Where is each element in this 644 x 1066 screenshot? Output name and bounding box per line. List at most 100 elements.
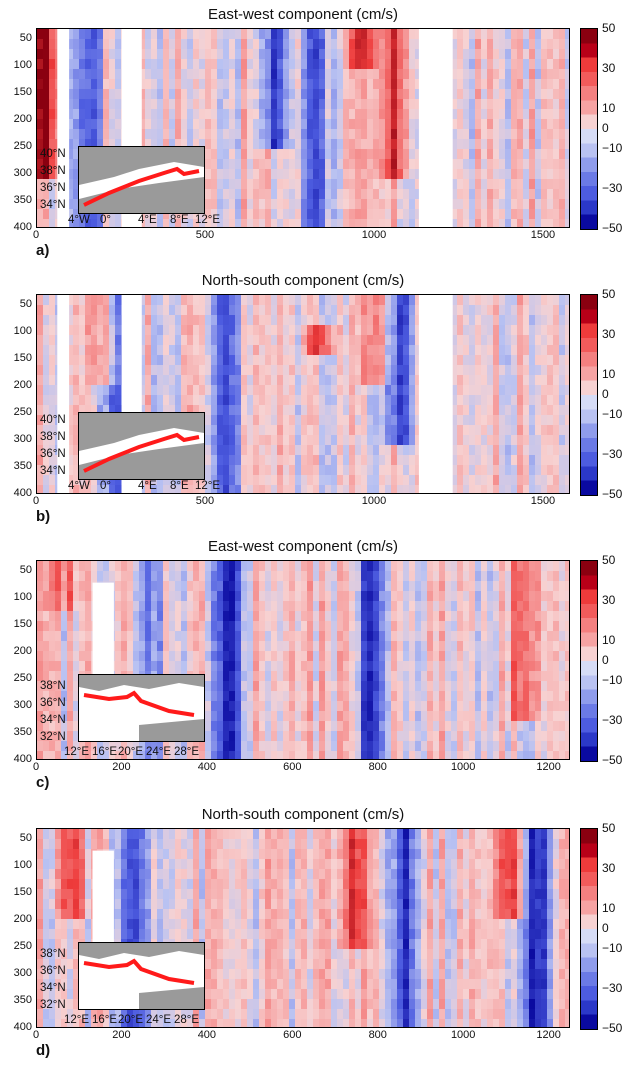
heatmap-cell (103, 109, 110, 120)
heatmap-cell (145, 129, 152, 140)
heatmap-cell (547, 395, 554, 406)
heatmap-cell (217, 159, 224, 170)
heatmap-cell (409, 415, 416, 426)
heatmap-cell (133, 621, 140, 632)
heatmap-cell (373, 209, 380, 220)
heatmap-cell (157, 571, 164, 582)
heatmap-cell (295, 335, 302, 346)
heatmap-cell (397, 721, 404, 732)
heatmap-cell (259, 315, 266, 326)
heatmap-cell (223, 631, 230, 642)
heatmap-cell (85, 395, 92, 406)
heatmap-cell (247, 611, 254, 622)
heatmap-cell (415, 561, 422, 572)
heatmap-cell (121, 651, 128, 662)
heatmap-cell (181, 661, 188, 672)
heatmap-cell (397, 79, 404, 90)
heatmap-cell (79, 29, 86, 40)
heatmap-cell (307, 731, 314, 742)
heatmap-cell (247, 631, 254, 642)
heatmap-cell (337, 435, 344, 446)
heatmap-cell (217, 711, 224, 722)
heatmap-cell (259, 119, 266, 130)
heatmap-cell (139, 561, 146, 572)
heatmap-cell (145, 631, 152, 642)
heatmap-cell (211, 169, 218, 180)
heatmap-cell (265, 711, 272, 722)
heatmap-cell (403, 355, 410, 366)
heatmap-cell (559, 219, 566, 228)
heatmap-cell (265, 671, 272, 682)
heatmap-cell (289, 69, 296, 80)
heatmap-cell (295, 751, 302, 760)
heatmap-cell (247, 295, 254, 306)
heatmap-cell (235, 29, 242, 40)
heatmap-cell (205, 79, 212, 90)
heatmap-cell (427, 641, 434, 652)
heatmap-cell (193, 325, 200, 336)
heatmap-cell (223, 651, 230, 662)
heatmap-cell (307, 345, 314, 356)
heatmap-cell (493, 295, 500, 306)
heatmap-cell (157, 79, 164, 90)
heatmap-cell (181, 69, 188, 80)
heatmap-cell (403, 651, 410, 662)
heatmap-cell (193, 375, 200, 386)
heatmap-cell (523, 89, 530, 100)
heatmap-cell (349, 681, 356, 692)
heatmap-cell (97, 129, 104, 140)
heatmap-cell (421, 561, 428, 572)
heatmap-cell (253, 721, 260, 732)
heatmap-cell (217, 365, 224, 376)
heatmap-cell (235, 159, 242, 170)
heatmap-cell (499, 455, 506, 466)
heatmap-cell (367, 365, 374, 376)
heatmap-cell (199, 355, 206, 366)
heatmap-cell (241, 39, 248, 50)
heatmap-cell (223, 671, 230, 682)
heatmap-cell (307, 315, 314, 326)
heatmap-cell (331, 89, 338, 100)
heatmap-cell (151, 59, 158, 70)
heatmap-cell (223, 701, 230, 712)
heatmap-cell (397, 571, 404, 582)
heatmap-cell (211, 661, 218, 672)
heatmap-cell (151, 99, 158, 110)
heatmap-cell (43, 601, 50, 612)
heatmap-cell (403, 129, 410, 140)
heatmap-cell (331, 365, 338, 376)
heatmap-cell (145, 345, 152, 356)
heatmap-cell (361, 209, 368, 220)
heatmap-cell (79, 571, 86, 582)
heatmap-cell (403, 219, 410, 228)
heatmap-cell (115, 89, 122, 100)
heatmap-cell (559, 109, 566, 120)
heatmap-cell (409, 89, 416, 100)
heatmap-cell (187, 89, 194, 100)
heatmap-cell (517, 189, 524, 200)
heatmap-cell (373, 335, 380, 346)
heatmap-cell (241, 199, 248, 210)
heatmap-cell (463, 455, 470, 466)
heatmap-cell (469, 169, 476, 180)
heatmap-cell (373, 119, 380, 130)
heatmap-cell (349, 465, 356, 476)
heatmap-cell (337, 59, 344, 70)
heatmap-cell (361, 425, 368, 436)
heatmap-cell (37, 325, 44, 336)
heatmap-cell (175, 385, 182, 396)
heatmap-cell (271, 385, 278, 396)
heatmap-cell (319, 631, 326, 642)
heatmap-cell (337, 209, 344, 220)
heatmap-cell (217, 681, 224, 692)
heatmap-cell (493, 189, 500, 200)
heatmap-cell (217, 651, 224, 662)
heatmap-cell (469, 209, 476, 220)
heatmap-cell (517, 325, 524, 336)
heatmap-cell (271, 661, 278, 672)
heatmap-cell (241, 671, 248, 682)
heatmap-cell (145, 365, 152, 376)
heatmap-cell (409, 99, 416, 110)
heatmap-cell (307, 711, 314, 722)
heatmap-cell (91, 119, 98, 130)
